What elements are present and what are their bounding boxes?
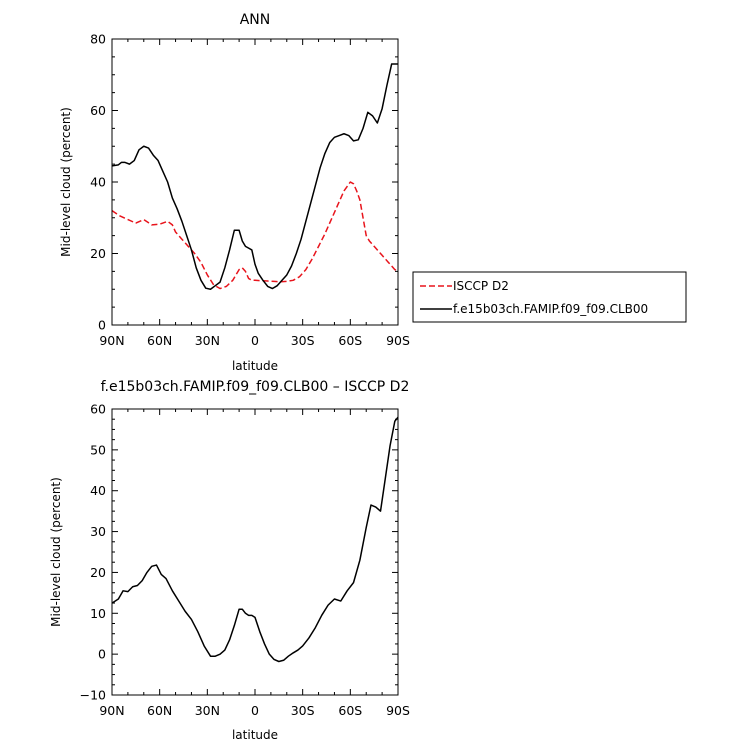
bottom-ytick-label: 10: [90, 606, 106, 621]
bottom-ytick-label: 30: [90, 524, 106, 539]
top-x-axis-label: latitude: [232, 359, 278, 373]
bottom-x-axis-ticks: 90N 60N 30N 0 30S 60S 90S: [99, 409, 410, 718]
top-xtick-label: 0: [251, 333, 259, 348]
top-y-axis-label: Mid-level cloud (percent): [59, 107, 73, 257]
bottom-xtick-label: 0: [251, 703, 259, 718]
legend: ISCCP D2 f.e15b03ch.FAMIP.f09_f09.CLB00: [412, 271, 687, 323]
top-ytick-label: 60: [90, 103, 106, 118]
bottom-ytick-label: 20: [90, 565, 106, 580]
bottom-ytick-label: 0: [98, 647, 106, 662]
top-ytick-label: 20: [90, 246, 106, 261]
legend-label-isccp: ISCCP D2: [453, 279, 509, 293]
bottom-chart-frame: [111, 408, 399, 696]
top-xtick-label: 60N: [147, 333, 172, 348]
top-y-axis-ticks: 0 20 40 60 80: [90, 32, 398, 333]
top-chart-panel: ANN 0 20 40 60 80 90N 60N 30N 0 30S 60S 90S latitu…: [59, 12, 687, 373]
top-xtick-label: 30N: [195, 333, 220, 348]
bottom-xtick-label: 90N: [99, 703, 124, 718]
top-xtick-label: 30S: [291, 333, 315, 348]
bottom-xtick-label: 90S: [386, 703, 410, 718]
top-series-line-model: [111, 63, 398, 290]
bottom-y-axis-ticks: −10 0 10 20 30 40 50 60: [80, 402, 398, 703]
bottom-chart-series-group: [111, 416, 399, 663]
bottom-x-axis-label: latitude: [232, 728, 278, 742]
legend-box: [412, 271, 687, 323]
bottom-xtick-label: 60N: [147, 703, 172, 718]
top-chart-frame: [111, 38, 399, 326]
bottom-ytick-label: 40: [90, 483, 106, 498]
top-ytick-label: 40: [90, 175, 106, 190]
legend-label-model: f.e15b03ch.FAMIP.f09_f09.CLB00: [453, 302, 648, 316]
top-ytick-label: 0: [98, 318, 106, 333]
top-x-axis-ticks: 90N 60N 30N 0 30S 60S 90S: [99, 39, 410, 348]
top-chart-series-group: [111, 63, 399, 290]
bottom-y-axis-label: Mid-level cloud (percent): [49, 477, 63, 627]
bottom-xtick-label: 60S: [338, 703, 362, 718]
bottom-ytick-label: −10: [80, 688, 106, 703]
top-xtick-label: 90N: [99, 333, 124, 348]
bottom-ytick-label: 60: [90, 402, 106, 417]
top-xtick-label: 60S: [338, 333, 362, 348]
top-series-line-isccp: [111, 181, 399, 290]
bottom-chart-title: f.e15b03ch.FAMIP.f09_f09.CLB00 – ISCCP D…: [101, 379, 410, 395]
bottom-xtick-label: 30N: [195, 703, 220, 718]
bottom-xtick-label: 30S: [291, 703, 315, 718]
top-chart-title: ANN: [240, 12, 271, 28]
bottom-chart-panel: f.e15b03ch.FAMIP.f09_f09.CLB00 – ISCCP D…: [49, 379, 410, 742]
top-ytick-label: 80: [90, 32, 106, 47]
bottom-ytick-label: 50: [90, 442, 106, 457]
top-xtick-label: 90S: [386, 333, 410, 348]
bottom-series-line-difference: [111, 416, 399, 663]
